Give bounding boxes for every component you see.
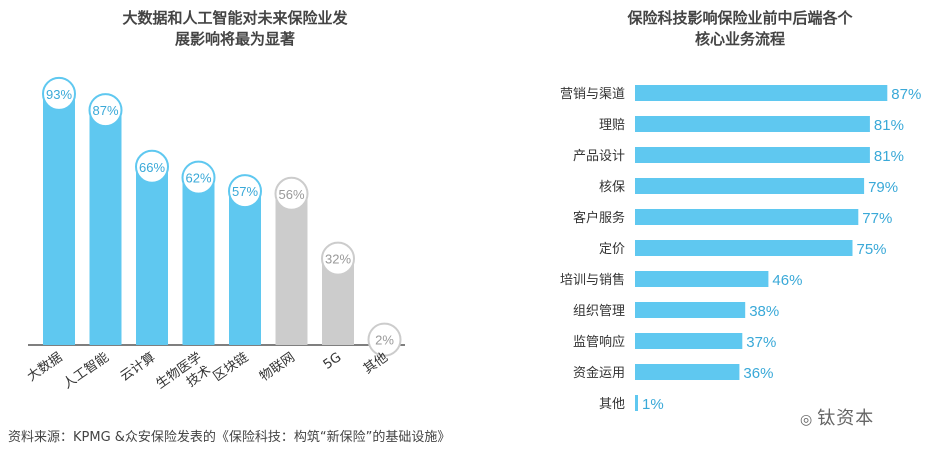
watermark: ◎ 钛资本 xyxy=(800,404,874,430)
right-bar xyxy=(635,240,853,256)
right-bar xyxy=(635,395,638,411)
right-data-label: 87% xyxy=(891,86,921,103)
left-value-bubble xyxy=(367,322,402,357)
right-category-label: 产品设计 xyxy=(573,149,625,164)
right-category-label: 其他 xyxy=(599,397,625,412)
right-data-label: 75% xyxy=(857,241,887,258)
left-data-label: 62% xyxy=(185,171,211,186)
right-bar xyxy=(635,116,870,132)
right-title-line-2: 核心业务流程 xyxy=(694,30,785,48)
left-value-bubble xyxy=(181,160,216,195)
right-data-label: 81% xyxy=(874,148,904,165)
right-data-label: 46% xyxy=(772,272,802,289)
left-data-label: 66% xyxy=(139,160,165,175)
right-category-label: 定价 xyxy=(599,242,625,257)
right-title-line-1: 保险科技影响保险业前中后端各个 xyxy=(627,9,853,27)
right-chart-title: 保险科技影响保险业前中后端各个 核心业务流程 xyxy=(590,8,890,50)
right-bar xyxy=(635,209,859,225)
right-category-label: 资金运用 xyxy=(573,365,625,381)
source-note: 资料来源：KPMG &众安保险发表的《保险科技：构筑“新保险”的基础设施》 xyxy=(8,430,451,445)
left-bar xyxy=(136,166,168,345)
left-data-label: 56% xyxy=(278,187,304,202)
left-value-bubble xyxy=(42,76,76,111)
right-category-label: 培训与销售 xyxy=(560,272,625,288)
right-data-label: 77% xyxy=(862,210,892,227)
left-title-line-2: 展影响将最为显著 xyxy=(174,30,295,48)
left-chart-title: 大数据和人工智能对未来保险业发 展影响将最为显著 xyxy=(40,8,430,50)
left-data-label: 93% xyxy=(46,87,72,102)
right-bar xyxy=(635,364,740,380)
left-value-bubble xyxy=(228,174,262,209)
right-category-label: 理赔 xyxy=(599,118,625,133)
right-category-label: 客户服务 xyxy=(573,210,625,226)
left-value-bubble xyxy=(321,241,355,276)
left-bar xyxy=(229,191,261,345)
left-value-bubble xyxy=(135,149,169,184)
left-data-label: 87% xyxy=(92,103,118,118)
right-category-label: 核保 xyxy=(599,180,625,195)
right-category-label: 营销与渠道 xyxy=(560,87,625,102)
right-category-label: 监管响应 xyxy=(573,334,625,350)
right-data-label: 81% xyxy=(874,117,904,134)
left-bar xyxy=(182,177,215,345)
left-value-bubble xyxy=(274,176,309,211)
right-bar xyxy=(635,178,865,194)
wechat-icon: ◎ xyxy=(800,412,814,428)
right-bar xyxy=(635,147,870,163)
left-data-label: 2% xyxy=(375,333,394,348)
left-data-label: 57% xyxy=(232,184,258,199)
right-category-label: 组织管理 xyxy=(573,304,625,319)
right-bar xyxy=(635,333,743,349)
watermark-text: 钛资本 xyxy=(817,408,875,429)
left-value-bubble xyxy=(88,93,123,128)
right-data-label: 36% xyxy=(743,365,773,382)
left-bar xyxy=(275,193,308,345)
right-data-label: 1% xyxy=(642,396,664,413)
right-bar xyxy=(635,85,888,101)
left-bar xyxy=(43,93,75,346)
right-data-label: 37% xyxy=(746,334,776,351)
right-bar xyxy=(635,302,746,318)
left-title-line-1: 大数据和人工智能对未来保险业发 xyxy=(122,9,348,27)
left-data-label: 32% xyxy=(325,252,351,267)
right-bar xyxy=(635,271,769,287)
right-data-label: 38% xyxy=(749,303,779,320)
left-bar xyxy=(89,110,122,345)
right-data-label: 79% xyxy=(868,179,898,196)
